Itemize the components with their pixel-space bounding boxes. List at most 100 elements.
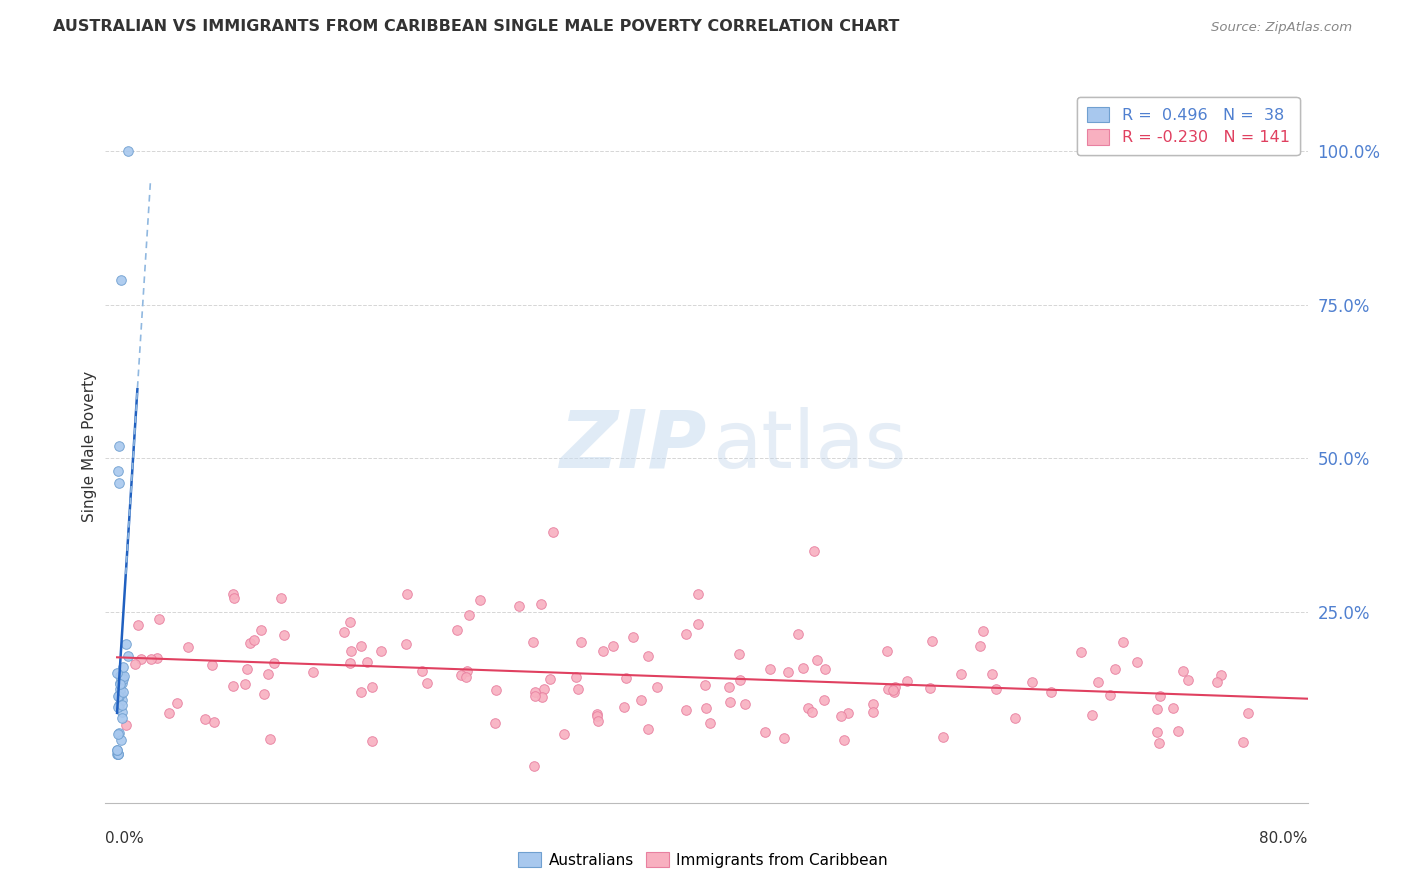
Point: [586, 709, 609, 723]
Point: [553, 726, 575, 740]
Point: [896, 673, 918, 688]
Point: [645, 680, 668, 694]
Point: [108, 439, 131, 453]
Point: [221, 679, 243, 693]
Point: [637, 649, 659, 664]
Point: [243, 632, 266, 647]
Point: [1149, 736, 1171, 750]
Point: [111, 675, 134, 690]
Point: [110, 682, 132, 697]
Point: [1087, 675, 1109, 690]
Point: [108, 689, 131, 703]
Point: [778, 665, 800, 679]
Point: [110, 273, 132, 287]
Point: [263, 656, 285, 670]
Point: [127, 618, 149, 632]
Point: [754, 725, 776, 739]
Point: [446, 624, 468, 638]
Point: [107, 700, 129, 714]
Point: [108, 677, 131, 691]
Point: [110, 687, 132, 701]
Point: [117, 649, 139, 664]
Point: [1081, 707, 1104, 722]
Point: [980, 667, 1002, 681]
Point: [112, 685, 135, 699]
Point: [1149, 689, 1171, 703]
Point: [361, 680, 384, 694]
Point: [124, 657, 146, 672]
Point: [602, 639, 624, 653]
Point: [728, 647, 751, 661]
Point: [111, 693, 134, 707]
Point: [730, 673, 752, 688]
Point: [533, 681, 555, 696]
Point: [1171, 665, 1194, 679]
Point: [108, 689, 131, 703]
Point: [1004, 711, 1026, 725]
Point: [339, 656, 361, 670]
Point: [111, 711, 134, 725]
Point: [115, 718, 138, 732]
Point: [972, 624, 994, 638]
Point: [239, 636, 262, 650]
Point: [257, 667, 280, 681]
Point: [882, 682, 904, 697]
Point: [111, 698, 134, 713]
Legend: Australians, Immigrants from Caribbean: Australians, Immigrants from Caribbean: [512, 846, 894, 873]
Text: atlas: atlas: [713, 407, 907, 485]
Point: [105, 742, 128, 756]
Point: [613, 700, 636, 714]
Point: [699, 716, 721, 731]
Point: [349, 685, 371, 699]
Text: 0.0%: 0.0%: [105, 831, 145, 846]
Point: [876, 644, 898, 658]
Point: [1104, 662, 1126, 676]
Point: [718, 695, 741, 709]
Point: [107, 726, 129, 740]
Point: [686, 587, 709, 601]
Point: [484, 715, 506, 730]
Point: [236, 662, 259, 676]
Text: AUSTRALIAN VS IMMIGRANTS FROM CARIBBEAN SINGLE MALE POVERTY CORRELATION CHART: AUSTRALIAN VS IMMIGRANTS FROM CARIBBEAN …: [53, 20, 900, 34]
Point: [105, 747, 128, 761]
Point: [695, 701, 717, 715]
Point: [1161, 701, 1184, 715]
Point: [177, 640, 200, 654]
Point: [586, 714, 609, 728]
Point: [797, 700, 820, 714]
Point: [565, 670, 588, 684]
Point: [259, 731, 281, 746]
Point: [110, 669, 132, 683]
Point: [586, 707, 609, 722]
Point: [1146, 702, 1168, 716]
Point: [117, 144, 139, 158]
Point: [340, 644, 363, 658]
Point: [108, 686, 131, 700]
Point: [107, 475, 129, 490]
Point: [538, 673, 561, 687]
Point: [949, 667, 972, 681]
Point: [759, 661, 782, 675]
Point: [107, 747, 129, 761]
Point: [233, 677, 256, 691]
Point: [148, 612, 170, 626]
Point: [450, 667, 472, 681]
Point: [801, 705, 824, 719]
Point: [270, 591, 292, 606]
Point: [921, 633, 943, 648]
Point: [637, 722, 659, 736]
Point: [523, 759, 546, 773]
Point: [370, 643, 392, 657]
Point: [457, 608, 479, 623]
Point: [984, 681, 1007, 696]
Point: [194, 712, 217, 726]
Point: [1237, 706, 1260, 720]
Point: [773, 731, 796, 745]
Point: [862, 706, 884, 720]
Point: [508, 599, 530, 613]
Point: [107, 666, 129, 681]
Point: [396, 587, 419, 601]
Point: [224, 591, 246, 606]
Point: [107, 747, 129, 761]
Point: [339, 615, 361, 630]
